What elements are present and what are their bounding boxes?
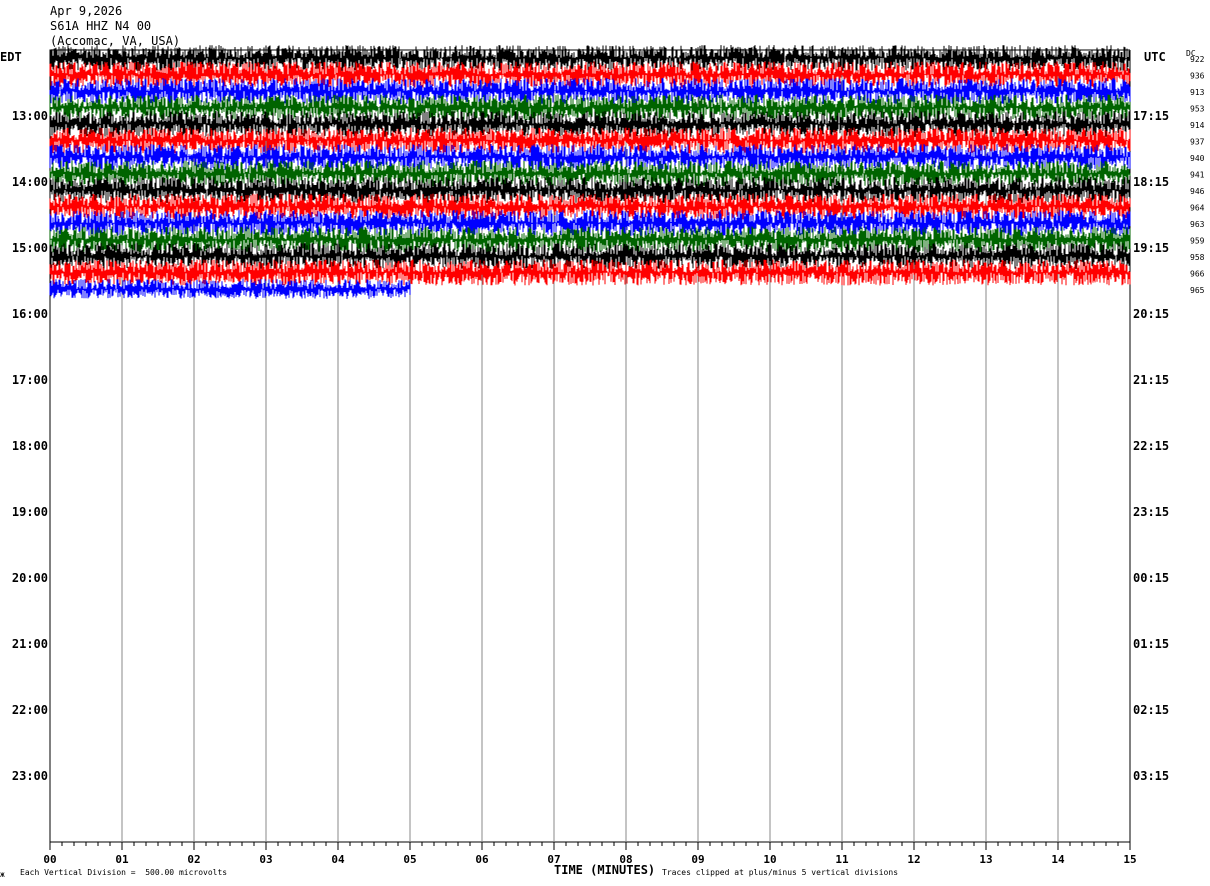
plot-date: Apr 9,2026 (50, 4, 123, 18)
trace-line (49, 259, 1131, 286)
left-hour-label: 22:00 (12, 703, 48, 717)
trace-line (49, 61, 1131, 88)
dc-offset-label: 941 (1190, 171, 1205, 180)
right-hour-label: 21:15 (1133, 373, 1169, 387)
trace-line (49, 177, 1131, 203)
trace-line (49, 144, 1131, 170)
dc-offset-label: 922 (1190, 55, 1205, 64)
dc-offset-label: 964 (1190, 204, 1205, 213)
right-hour-label: 00:15 (1133, 571, 1169, 585)
right-hour-label: 22:15 (1133, 439, 1169, 453)
left-timezone-label: EDT (0, 50, 22, 64)
x-tick-label: 01 (115, 853, 129, 866)
x-tick-label: 14 (1051, 853, 1065, 866)
trace-line (49, 111, 1131, 137)
left-hour-label: 14:00 (12, 175, 48, 189)
dc-offset-label: 965 (1190, 286, 1205, 295)
x-tick-label: 05 (403, 853, 416, 866)
left-hour-label: 16:00 (12, 307, 48, 321)
trace-line (49, 243, 1131, 269)
right-hour-label: 20:15 (1133, 307, 1169, 321)
dc-offset-label: 953 (1190, 105, 1205, 114)
right-hour-label: 02:15 (1133, 703, 1169, 717)
dc-offset-label: 946 (1190, 187, 1205, 196)
dc-offset-label: 958 (1190, 253, 1205, 262)
corner-mark: ж (0, 870, 5, 879)
clip-note: Traces clipped at plus/minus 5 vertical … (662, 868, 899, 877)
trace-line (49, 279, 411, 299)
left-hour-label: 15:00 (12, 241, 48, 255)
right-timezone-label: UTC (1144, 50, 1166, 64)
trace-line (49, 193, 1131, 220)
x-tick-label: 10 (763, 853, 776, 866)
dc-offset-label: 963 (1190, 220, 1205, 229)
x-tick-label: 11 (835, 853, 849, 866)
station-location: (Accomac, VA, USA) (50, 34, 181, 48)
right-hour-label: 19:15 (1133, 241, 1169, 255)
x-tick-label: 13 (979, 853, 992, 866)
left-hour-label: 21:00 (12, 637, 48, 651)
dc-offset-label: 914 (1190, 121, 1205, 130)
trace-line (49, 94, 1131, 121)
x-tick-label: 06 (475, 853, 489, 866)
x-tick-label: 04 (331, 853, 345, 866)
station-channel: S61A HHZ N4 00 (50, 19, 152, 33)
left-hour-label: 17:00 (12, 373, 48, 387)
x-tick-label: 15 (1123, 853, 1136, 866)
dc-offset-label: 937 (1190, 138, 1205, 147)
trace-line (49, 127, 1131, 154)
left-hour-label: 13:00 (12, 109, 48, 123)
dc-offset-header: DC (1186, 49, 1196, 58)
right-hour-label: 17:15 (1133, 109, 1169, 123)
x-tick-label: 08 (619, 853, 632, 866)
dc-offset-label: 913 (1190, 88, 1205, 97)
right-hour-label: 18:15 (1133, 175, 1169, 189)
dc-offset-label: 959 (1190, 237, 1205, 246)
trace-line (49, 160, 1131, 187)
trace-line (49, 210, 1131, 236)
x-tick-label: 00 (43, 853, 56, 866)
x-tick-label: 02 (187, 853, 200, 866)
x-tick-label: 12 (907, 853, 920, 866)
dc-offset-label: 940 (1190, 154, 1205, 163)
dc-offset-label: 936 (1190, 72, 1205, 81)
x-tick-label: 07 (547, 853, 560, 866)
scale-note: Each Vertical Division = 500.00 microvol… (20, 868, 228, 877)
dc-offset-label: 966 (1190, 270, 1205, 279)
left-hour-label: 18:00 (12, 439, 48, 453)
left-hour-label: 20:00 (12, 571, 48, 585)
right-hour-label: 23:15 (1133, 505, 1169, 519)
x-tick-label: 03 (259, 853, 272, 866)
trace-line (49, 45, 1131, 71)
x-tick-label: 09 (691, 853, 704, 866)
right-hour-label: 03:15 (1133, 769, 1169, 783)
right-hour-label: 01:15 (1133, 637, 1169, 651)
left-hour-label: 19:00 (12, 505, 48, 519)
trace-line (49, 226, 1131, 253)
x-axis-title: TIME (MINUTES) (554, 863, 656, 877)
trace-line (49, 78, 1131, 104)
left-hour-label: 23:00 (12, 769, 48, 783)
